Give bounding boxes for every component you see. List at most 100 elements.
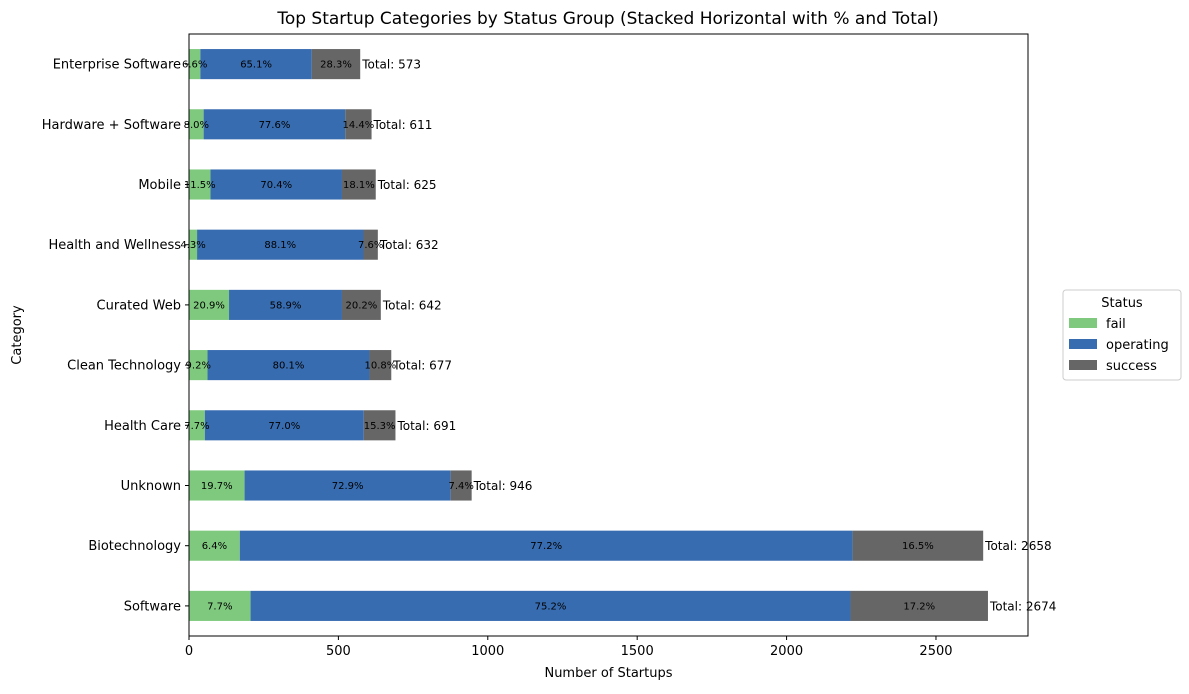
total-label-2: Total: 946 xyxy=(473,479,533,493)
percent-label-success-5: 20.2% xyxy=(346,300,378,311)
percent-label-fail-5: 20.9% xyxy=(193,300,225,311)
percent-label-operating-1: 77.2% xyxy=(530,541,562,552)
percent-label-operating-8: 77.6% xyxy=(259,120,291,131)
bar-success-1 xyxy=(852,530,984,561)
legend-label-operating: operating xyxy=(1106,338,1169,353)
y-tick-label-8: Hardware + Software xyxy=(42,118,181,133)
y-tick-label-1: Biotechnology xyxy=(88,539,181,554)
percent-label-operating-0: 75.2% xyxy=(535,601,567,612)
percent-label-success-4: 10.8% xyxy=(364,361,396,372)
y-tick-label-5: Curated Web xyxy=(97,298,181,313)
y-tick-label-4: Clean Technology xyxy=(67,359,181,374)
x-axis: 0 500 1000 1500 2000 2500 xyxy=(185,636,953,659)
percent-label-fail-8: 8.0% xyxy=(184,120,209,131)
percent-label-operating-3: 77.0% xyxy=(268,421,300,432)
bar-operating-3 xyxy=(204,410,364,441)
bar-fail-7 xyxy=(189,169,211,200)
y-tick-label-0: Software xyxy=(124,599,181,614)
total-label-3: Total: 691 xyxy=(396,419,456,433)
percent-label-success-8: 14.4% xyxy=(343,120,375,131)
plot-frame xyxy=(188,33,1029,637)
y-axis-label: Category xyxy=(10,305,25,365)
bar-operating-7 xyxy=(210,169,342,200)
total-label-0: Total: 2674 xyxy=(989,599,1056,613)
legend-swatch-fail xyxy=(1069,318,1097,328)
total-label-6: Total: 632 xyxy=(379,238,439,252)
y-axis: Software Biotechnology Unknown Health Care C… xyxy=(42,58,189,614)
total-label-5: Total: 642 xyxy=(382,298,442,312)
percent-label-operating-7: 70.4% xyxy=(260,180,292,191)
percent-label-success-0: 17.2% xyxy=(903,601,935,612)
percent-label-success-7: 18.1% xyxy=(343,180,375,191)
percent-label-fail-2: 19.7% xyxy=(201,481,233,492)
x-tick-label-1: 500 xyxy=(326,644,351,659)
bar-success-9 xyxy=(311,49,361,80)
bar-operating-4 xyxy=(207,350,370,381)
x-tick-label-5: 2500 xyxy=(919,644,952,659)
x-tick-label-4: 2000 xyxy=(770,644,803,659)
y-tick-label-7: Mobile xyxy=(138,178,181,193)
bar-fail-1 xyxy=(189,530,240,561)
legend-label-success: success xyxy=(1106,359,1157,374)
y-tick-label-3: Health Care xyxy=(104,419,181,434)
bar-fail-6 xyxy=(189,229,198,260)
percent-label-fail-9: 6.6% xyxy=(182,60,207,71)
y-tick-label-9: Enterprise Software xyxy=(53,58,181,73)
percent-label-fail-7: 11.5% xyxy=(184,180,216,191)
percent-label-success-9: 28.3% xyxy=(320,60,352,71)
bar-success-6 xyxy=(363,229,378,260)
bar-operating-5 xyxy=(229,289,342,320)
bar-fail-4 xyxy=(189,350,208,381)
percent-label-operating-2: 72.9% xyxy=(332,481,364,492)
percent-label-operating-6: 88.1% xyxy=(264,240,296,251)
legend-frame xyxy=(1062,289,1182,381)
legend: Status fail operating success xyxy=(1062,289,1182,381)
total-label-9: Total: 573 xyxy=(361,58,421,72)
bar-success-7 xyxy=(341,169,376,200)
percent-label-operating-9: 65.1% xyxy=(240,60,272,71)
total-label-7: Total: 625 xyxy=(377,178,437,192)
percent-label-fail-6: 4.3% xyxy=(180,240,205,251)
bar-fail-3 xyxy=(189,410,205,441)
percent-label-fail-1: 6.4% xyxy=(202,541,227,552)
bar-operating-9 xyxy=(200,49,312,80)
x-axis-label: Number of Startups xyxy=(544,666,672,681)
legend-swatch-success xyxy=(1069,360,1097,370)
total-label-8: Total: 611 xyxy=(373,118,433,132)
bar-success-2 xyxy=(450,470,472,501)
bar-fail-8 xyxy=(189,109,204,140)
legend-title: Status xyxy=(1101,296,1143,311)
percent-label-success-3: 15.3% xyxy=(364,421,396,432)
legend-label-fail: fail xyxy=(1106,317,1126,332)
bar-operating-8 xyxy=(203,109,346,140)
bar-operating-0 xyxy=(250,590,851,621)
bar-success-5 xyxy=(341,289,381,320)
percent-label-operating-5: 58.9% xyxy=(270,300,302,311)
bar-fail-9 xyxy=(189,49,201,80)
bars-group xyxy=(189,49,988,621)
y-tick-label-2: Unknown xyxy=(121,479,181,494)
y-tick-label-6: Health and Wellness xyxy=(48,238,181,253)
bar-success-3 xyxy=(363,410,396,441)
percent-label-fail-3: 7.7% xyxy=(184,421,209,432)
bar-labels-group: 7.7% 75.2% 17.2% Total: 2674 6.4% 77.2% 16.5% T… xyxy=(180,58,1056,614)
total-label-1: Total: 2658 xyxy=(984,539,1051,553)
bar-fail-5 xyxy=(189,289,230,320)
percent-label-success-2: 7.4% xyxy=(448,481,473,492)
bar-success-8 xyxy=(345,109,372,140)
percent-label-success-6: 7.6% xyxy=(358,240,383,251)
bar-operating-6 xyxy=(197,229,364,260)
bar-success-0 xyxy=(850,590,988,621)
bar-fail-2 xyxy=(189,470,245,501)
bar-success-4 xyxy=(369,350,392,381)
x-tick-label-0: 0 xyxy=(185,644,193,659)
total-label-4: Total: 677 xyxy=(392,359,452,373)
percent-label-fail-0: 7.7% xyxy=(207,601,232,612)
percent-label-success-1: 16.5% xyxy=(902,541,934,552)
x-tick-label-2: 1000 xyxy=(471,644,504,659)
legend-swatch-operating xyxy=(1069,339,1097,349)
bar-operating-1 xyxy=(239,530,853,561)
percent-label-fail-4: 9.2% xyxy=(186,361,211,372)
